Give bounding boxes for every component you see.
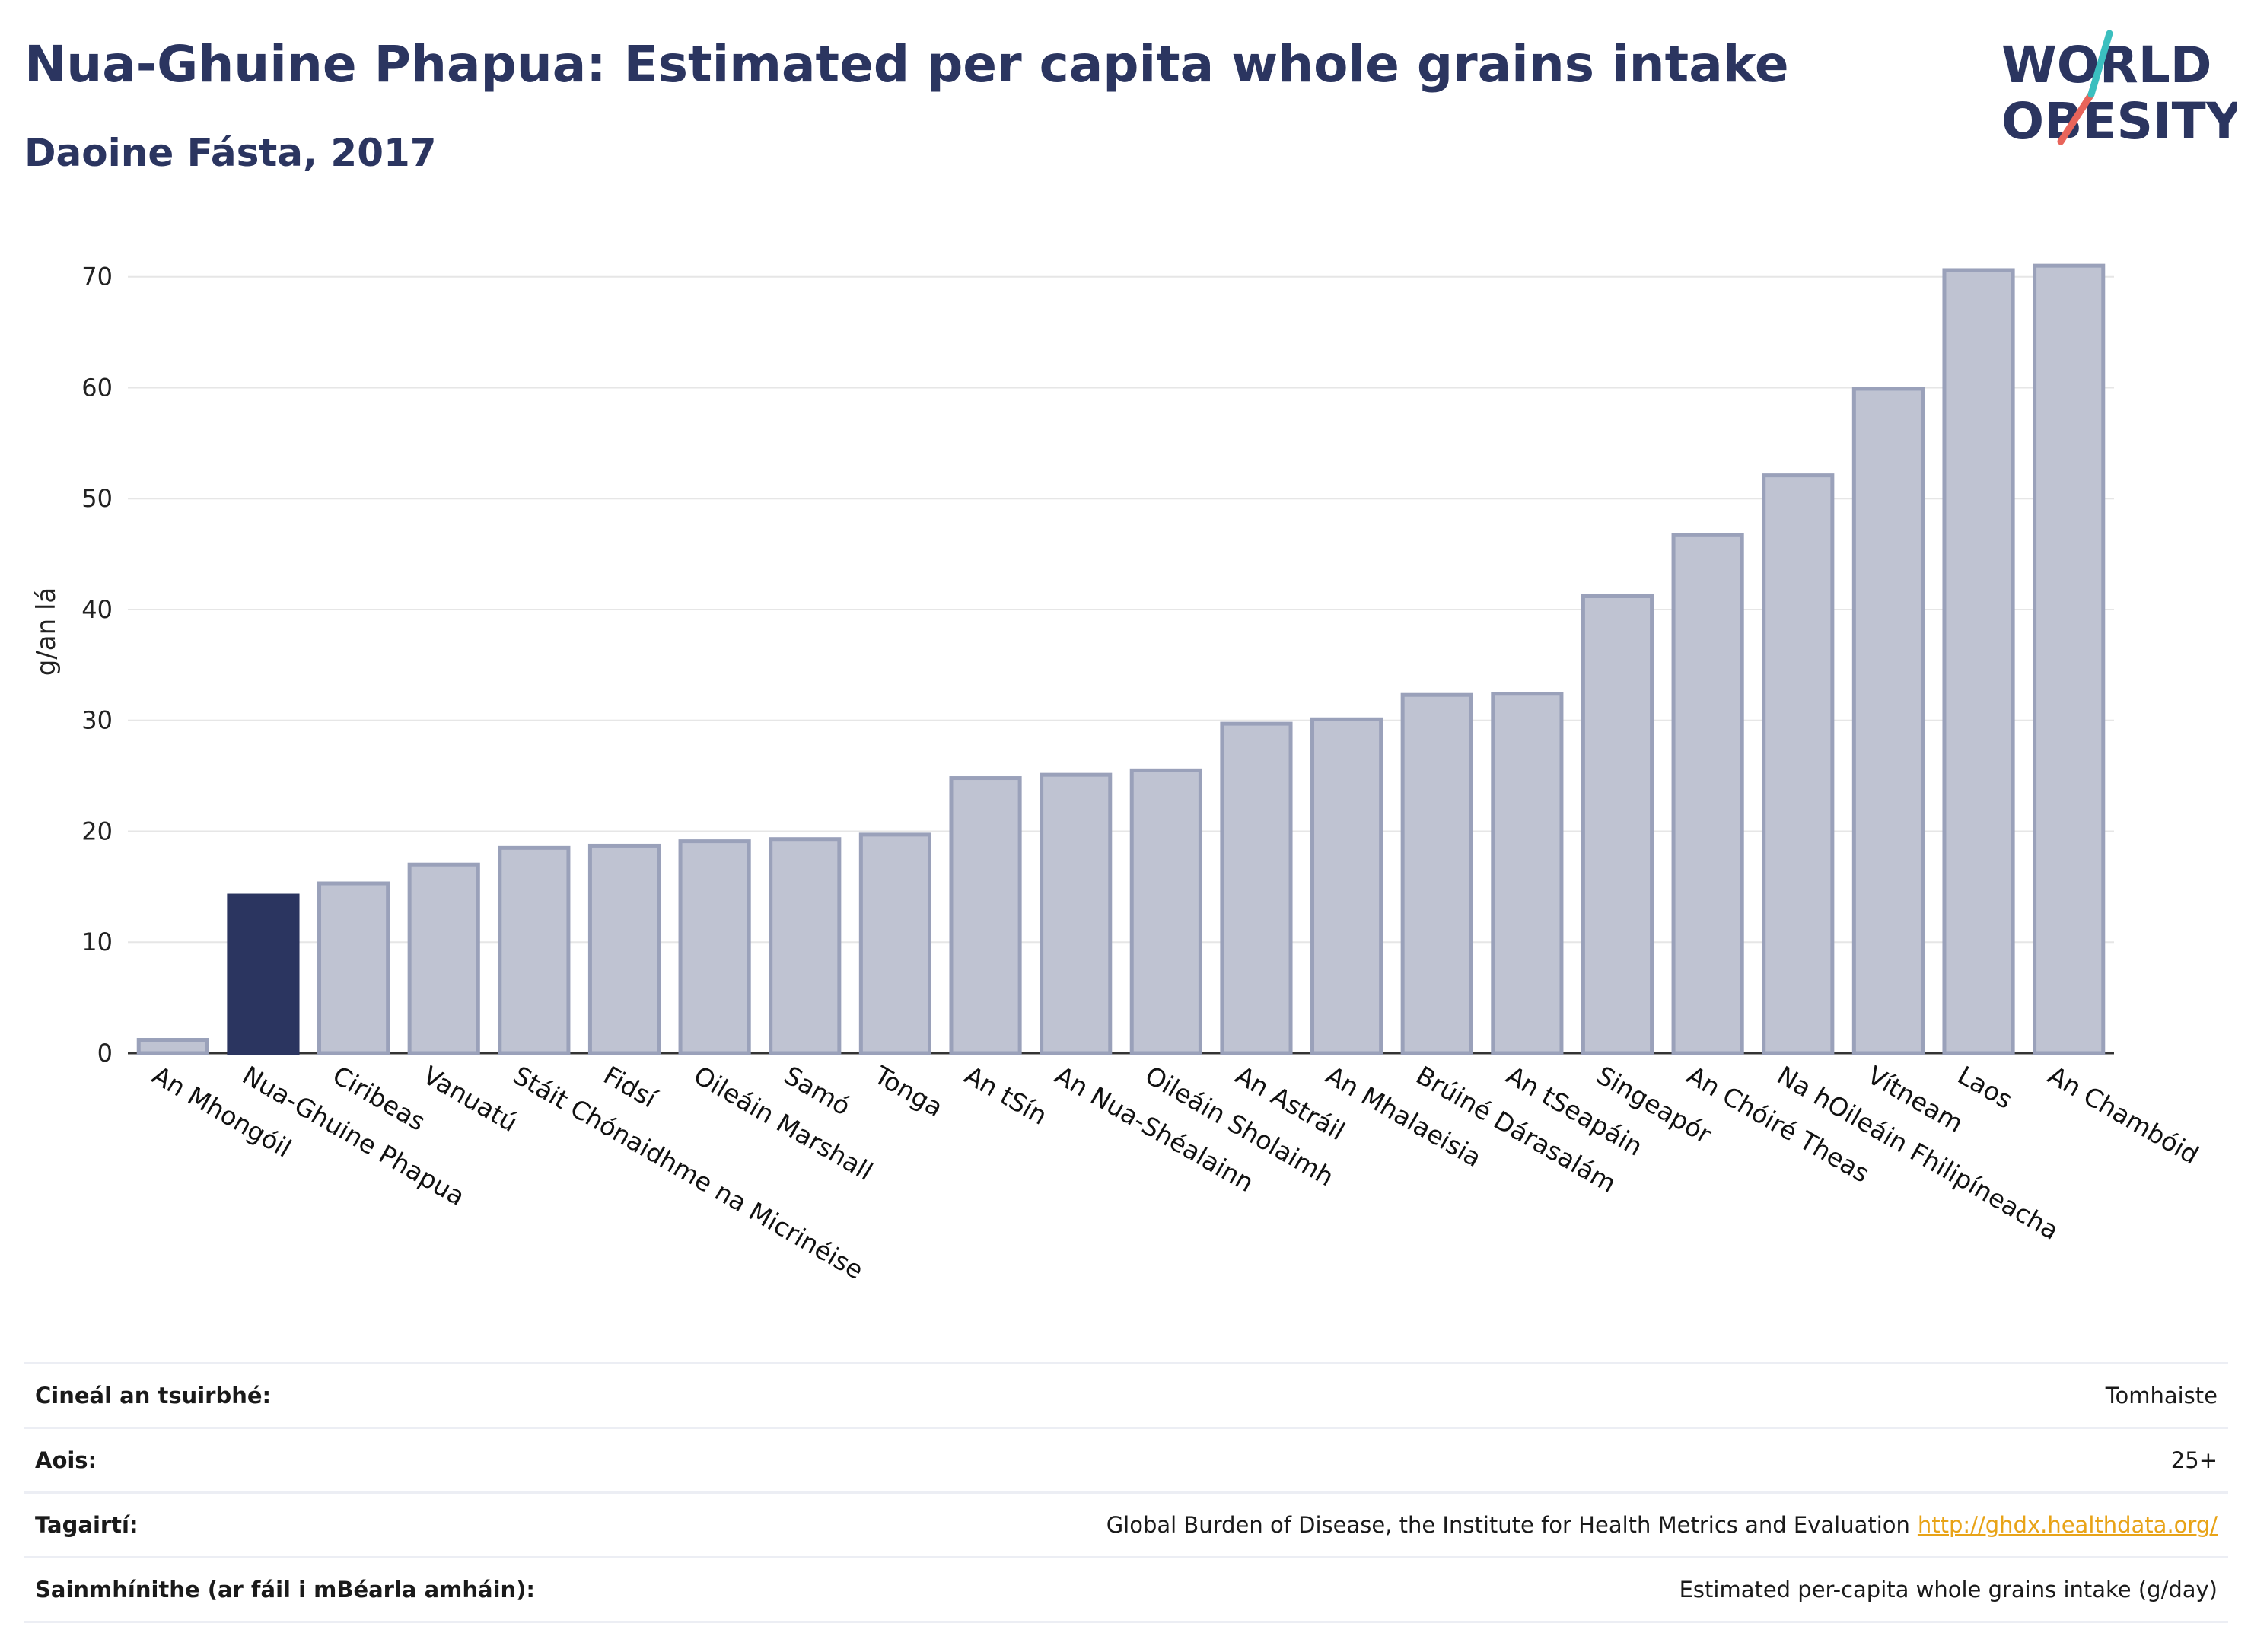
metadata-value: Global Burden of Disease, the Institute … bbox=[1106, 1512, 1910, 1538]
metadata-row: Sainmhínithe (ar fáil i mBéarla amháin):… bbox=[24, 1556, 2228, 1623]
bar[interactable] bbox=[1762, 473, 1835, 1055]
metadata-row: Tagairtí: Global Burden of Disease, the I… bbox=[24, 1491, 2228, 1556]
logo-word-2: OBESITY bbox=[2001, 92, 2237, 151]
bar[interactable] bbox=[1851, 387, 1925, 1055]
bar[interactable] bbox=[1581, 594, 1654, 1055]
metadata-key: Sainmhínithe (ar fáil i mBéarla amháin): bbox=[35, 1577, 536, 1603]
bar[interactable] bbox=[1671, 533, 1744, 1055]
chart-title: Nua-Ghuine Phapua: Estimated per capita … bbox=[24, 35, 1789, 94]
metadata-value: Tomhaiste bbox=[2105, 1383, 2218, 1408]
y-tick-label: 10 bbox=[81, 928, 113, 957]
y-tick-label: 0 bbox=[97, 1039, 113, 1068]
bar[interactable] bbox=[1400, 692, 1473, 1055]
x-tick-label: An Chambóid bbox=[2043, 1060, 2204, 1170]
bar[interactable] bbox=[1129, 768, 1202, 1055]
y-tick-label: 70 bbox=[81, 263, 113, 291]
x-tick-label: Tonga bbox=[869, 1060, 948, 1123]
y-tick-label: 40 bbox=[81, 595, 113, 624]
bar[interactable] bbox=[1491, 692, 1564, 1055]
bar[interactable] bbox=[949, 776, 1022, 1055]
x-tick-label: Vanuatú bbox=[418, 1060, 522, 1138]
logo-slash-upper bbox=[2087, 30, 2113, 98]
bar[interactable] bbox=[769, 837, 842, 1055]
y-tick-label: 30 bbox=[81, 706, 113, 735]
logo-slash-lower bbox=[2057, 91, 2095, 145]
metadata-row: Aois: 25+ bbox=[24, 1427, 2228, 1491]
bar[interactable] bbox=[2033, 263, 2106, 1055]
metadata-value: Estimated per-capita whole grains intake… bbox=[1679, 1577, 2218, 1603]
metadata-value-container: Global Burden of Disease, the Institute … bbox=[1106, 1512, 2228, 1538]
metadata-key: Cineál an tsuirbhé: bbox=[35, 1383, 272, 1408]
metadata-row: Cineál an tsuirbhé: Tomhaiste bbox=[24, 1362, 2228, 1427]
x-tick-label: Laos bbox=[1953, 1060, 2017, 1115]
bar[interactable] bbox=[678, 839, 751, 1055]
metadata-table: Cineál an tsuirbhé: Tomhaiste Aois: 25+ Taga… bbox=[24, 1362, 2228, 1623]
bar[interactable] bbox=[1040, 772, 1113, 1055]
bar[interactable] bbox=[136, 1038, 209, 1055]
y-tick-label: 20 bbox=[81, 816, 113, 845]
metadata-key: Tagairtí: bbox=[35, 1512, 138, 1538]
bar-highlighted[interactable] bbox=[227, 893, 300, 1055]
metadata-key: Aois: bbox=[35, 1447, 97, 1473]
bar[interactable] bbox=[1942, 268, 2015, 1055]
metadata-value: 25+ bbox=[2170, 1447, 2218, 1473]
y-axis-ticks: 0 10 20 30 40 50 60 70 bbox=[81, 263, 113, 1068]
bar[interactable] bbox=[498, 845, 571, 1055]
metadata-value-container: 25+ bbox=[2171, 1447, 2228, 1473]
y-axis-title: g/an lá bbox=[31, 587, 62, 676]
bars-layer bbox=[136, 263, 2106, 1055]
bar[interactable] bbox=[1220, 721, 1293, 1055]
bar[interactable] bbox=[1310, 717, 1383, 1055]
bar[interactable] bbox=[858, 832, 931, 1055]
x-tick-label: Fidsí bbox=[599, 1060, 663, 1114]
x-tick-label: An tSín bbox=[960, 1060, 1052, 1131]
reference-link[interactable]: http://ghdx.healthdata.org/ bbox=[1917, 1512, 2218, 1538]
y-tick-label: 60 bbox=[81, 373, 113, 402]
world-obesity-logo: WORLD OBESITY bbox=[2001, 30, 2237, 151]
metadata-value-container: Tomhaiste bbox=[2106, 1383, 2228, 1408]
x-tick-label: An Mhalaeisia bbox=[1321, 1060, 1487, 1173]
metadata-value-container: Estimated per-capita whole grains intake… bbox=[1679, 1577, 2228, 1603]
bar[interactable] bbox=[587, 843, 661, 1055]
bar[interactable] bbox=[317, 881, 390, 1055]
chart-subtitle: Daoine Fásta, 2017 bbox=[24, 131, 437, 175]
bar[interactable] bbox=[407, 862, 480, 1055]
y-tick-label: 50 bbox=[81, 484, 113, 513]
